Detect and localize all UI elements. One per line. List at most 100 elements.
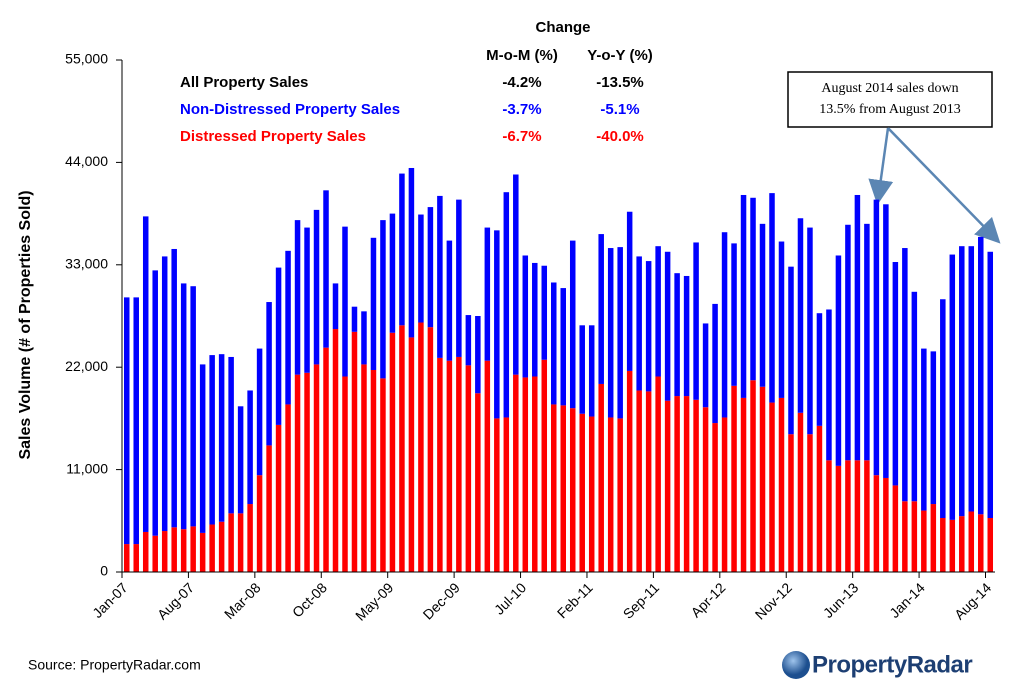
bar-segment: [522, 377, 529, 572]
bar-segment: [285, 250, 291, 405]
x-tick-label: Mar-08: [221, 579, 264, 622]
bar-segment: [418, 322, 424, 572]
bar-segment: [579, 413, 585, 572]
bar-segment: [883, 477, 889, 572]
bar-segment: [332, 283, 339, 330]
x-tick-label: Jan-07: [89, 579, 131, 621]
bar-segment: [778, 241, 785, 398]
bar-segment: [199, 532, 206, 572]
bar-segment: [256, 475, 263, 572]
bar-segment: [797, 218, 804, 413]
bar-segment: [218, 354, 225, 522]
bar-segment: [731, 243, 737, 386]
bar-segment: [513, 174, 519, 375]
bar-segment: [541, 359, 548, 572]
bar-segment: [826, 309, 832, 461]
bar-segment: [655, 246, 661, 377]
table-cell: -5.1%: [600, 101, 639, 118]
bar-segment: [152, 535, 158, 572]
bar-segment: [209, 524, 215, 572]
bar-segment: [968, 511, 975, 572]
bar-segment: [845, 460, 851, 572]
bar-segment: [465, 365, 472, 572]
bar-segment: [598, 234, 604, 384]
bar-segment: [902, 248, 908, 502]
bar-segment: [702, 407, 709, 572]
bar-segment: [142, 216, 149, 532]
bar-segment: [750, 197, 756, 381]
bar-segment: [446, 360, 453, 572]
bar-segment: [484, 360, 491, 572]
bar-segment: [560, 288, 566, 406]
bar-segment: [133, 297, 139, 545]
bar-segment: [560, 405, 566, 572]
bar-segment: [399, 173, 405, 326]
bar-segment: [218, 521, 225, 572]
bar-segment: [446, 240, 453, 361]
bar-segment: [645, 261, 652, 392]
bar-segment: [911, 291, 918, 502]
bar-segment: [740, 397, 747, 572]
bar-segment: [503, 192, 510, 418]
bar-segment: [854, 460, 861, 572]
table-column: Y-o-Y (%): [587, 47, 653, 64]
bar-segment: [626, 370, 633, 572]
bar-segment: [636, 256, 642, 391]
bar-segment: [437, 195, 443, 358]
bar-segment: [180, 529, 187, 572]
bar-segment: [816, 425, 823, 572]
bar-segment: [883, 204, 889, 478]
bar-segment: [959, 516, 965, 572]
y-axis-label: Sales Volume (# of Properties Sold): [17, 190, 34, 459]
bar-segment: [807, 227, 813, 435]
bar-segment: [683, 275, 690, 397]
source: Source: PropertyRadar.com: [28, 657, 201, 673]
bar-segment: [769, 193, 775, 403]
bar-segment: [864, 223, 870, 461]
bar-segment: [351, 306, 358, 332]
bar-segment: [541, 265, 548, 360]
bar-segment: [778, 397, 785, 572]
bar-segment: [475, 316, 481, 394]
bar-segment: [607, 417, 614, 572]
bar-segment: [569, 240, 576, 409]
bar-segment: [617, 418, 623, 572]
bar-segment: [152, 270, 158, 536]
annotation-arrow: [887, 127, 1001, 244]
bar-segment: [579, 325, 585, 414]
bar-segment: [569, 408, 576, 572]
y-tick-label: 33,000: [65, 256, 108, 272]
bar-segment: [494, 418, 500, 572]
bar-segment: [190, 526, 196, 572]
bar-segment: [294, 220, 301, 375]
bar-segment: [342, 226, 348, 377]
bar-segment: [702, 323, 709, 408]
annotation-box: [787, 71, 993, 128]
bar-segment: [313, 364, 320, 572]
bar-segment: [892, 485, 899, 572]
bar-segment: [930, 504, 937, 572]
annotation-text: August 2014 sales down: [821, 81, 958, 96]
bar-segment: [294, 374, 301, 572]
bar-segment: [674, 396, 680, 572]
bar-segment: [551, 282, 557, 405]
bar-segment: [180, 283, 187, 530]
bar-segment: [456, 199, 462, 357]
bar-segment: [921, 510, 927, 572]
bar-segment: [399, 325, 405, 572]
bar-segment: [797, 412, 804, 572]
bar-segment: [617, 247, 623, 419]
bar-segment: [456, 356, 462, 572]
bar-segment: [465, 315, 472, 366]
x-tick-label: Apr-12: [688, 579, 729, 620]
bar-segment: [854, 194, 861, 461]
bar-segment: [788, 434, 794, 572]
bar-segment: [323, 347, 329, 572]
bar-segment: [940, 518, 946, 572]
bar-segment: [788, 266, 794, 435]
table-row-label: Non-Distressed Property Sales: [180, 101, 400, 118]
table-cell: -13.5%: [596, 74, 644, 91]
bar-segment: [551, 404, 557, 572]
bar-segment: [759, 223, 766, 387]
